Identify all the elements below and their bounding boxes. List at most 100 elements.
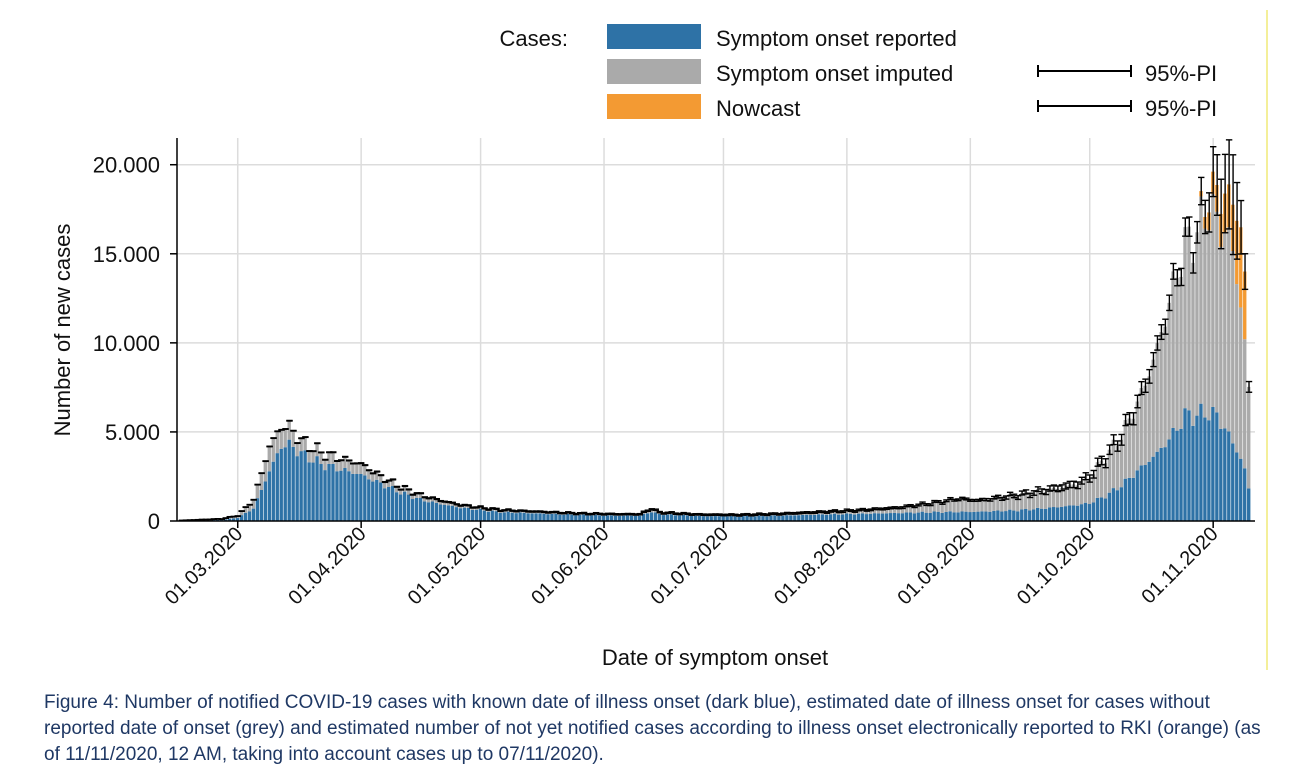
bar-reported bbox=[1012, 510, 1016, 521]
bar-reported bbox=[745, 515, 749, 521]
bar-imputed bbox=[267, 446, 271, 472]
bar-imputed bbox=[1147, 376, 1151, 462]
bar-reported bbox=[1047, 507, 1052, 521]
bar-imputed bbox=[908, 505, 912, 513]
legend: Cases: Symptom onset reported Symptom on… bbox=[500, 24, 1217, 121]
bar-reported bbox=[721, 516, 725, 521]
bar-reported bbox=[661, 515, 666, 521]
bar-imputed bbox=[1051, 487, 1056, 508]
bar-imputed bbox=[968, 500, 972, 513]
bar-imputed bbox=[876, 508, 881, 514]
bar-reported bbox=[363, 475, 367, 521]
bar-imputed bbox=[307, 451, 311, 463]
bar-reported bbox=[570, 514, 574, 521]
legend-swatch-imputed bbox=[607, 59, 701, 84]
bar-imputed bbox=[649, 509, 654, 513]
bar-reported bbox=[430, 501, 435, 521]
bar-reported bbox=[1139, 465, 1143, 521]
bar-nowcast bbox=[1243, 271, 1247, 340]
bar-reported bbox=[769, 515, 773, 521]
bar-imputed bbox=[653, 509, 658, 513]
bar-reported bbox=[924, 512, 928, 521]
bar-imputed bbox=[235, 516, 240, 519]
bar-reported bbox=[1079, 504, 1084, 521]
bar-reported bbox=[394, 492, 399, 521]
bar-imputed bbox=[470, 507, 475, 510]
bar-reported bbox=[566, 513, 570, 521]
bar-reported bbox=[267, 471, 271, 521]
bar-reported bbox=[1063, 506, 1068, 521]
bar-reported bbox=[1219, 428, 1223, 521]
bar-imputed bbox=[323, 459, 327, 471]
legend-title: Cases: bbox=[500, 26, 568, 51]
x-tick-label: 01.04.2020 bbox=[284, 523, 370, 609]
bar-reported bbox=[944, 511, 948, 521]
bar-reported bbox=[458, 508, 463, 521]
bar-imputed bbox=[1119, 439, 1123, 488]
bar-imputed bbox=[371, 473, 375, 482]
bar-reported bbox=[359, 473, 363, 521]
bar-imputed bbox=[1107, 449, 1112, 493]
bar-reported bbox=[391, 486, 395, 521]
bar-reported bbox=[291, 446, 295, 521]
bar-reported bbox=[848, 513, 853, 521]
bar-imputed bbox=[1071, 484, 1076, 506]
bar-imputed bbox=[1227, 227, 1231, 432]
bar-imputed bbox=[840, 511, 845, 515]
bar-reported bbox=[741, 516, 745, 521]
bar-reported bbox=[454, 507, 459, 521]
bar-imputed bbox=[1008, 493, 1012, 510]
bar-reported bbox=[729, 515, 733, 521]
bar-reported bbox=[765, 516, 769, 521]
bar-imputed bbox=[275, 431, 279, 454]
bar-imputed bbox=[259, 473, 264, 490]
bar-reported bbox=[295, 456, 299, 521]
bar-reported bbox=[856, 513, 861, 521]
bar-imputed bbox=[880, 509, 885, 514]
bar-imputed bbox=[920, 502, 924, 512]
bar-reported bbox=[379, 482, 383, 521]
bar-reported bbox=[562, 514, 566, 521]
bar-reported bbox=[414, 497, 419, 521]
y-tick-label: 0 bbox=[148, 509, 160, 534]
bar-reported bbox=[442, 504, 447, 521]
bar-reported bbox=[418, 498, 423, 521]
bar-imputed bbox=[960, 498, 964, 512]
bar-reported bbox=[243, 512, 248, 521]
bar-reported bbox=[315, 456, 319, 521]
bar-reported bbox=[422, 501, 427, 521]
bar-reported bbox=[852, 514, 857, 521]
x-axis-label: Date of symptom onset bbox=[602, 645, 828, 670]
bar-reported bbox=[1199, 403, 1203, 521]
bar-reported bbox=[1119, 487, 1123, 521]
bar-reported bbox=[406, 494, 411, 521]
bar-imputed bbox=[852, 511, 857, 515]
bar-imputed bbox=[398, 489, 403, 495]
y-gridlines bbox=[177, 163, 1255, 433]
bar-reported bbox=[801, 514, 805, 521]
bar-imputed bbox=[1131, 418, 1135, 478]
bar-reported bbox=[832, 513, 837, 521]
bar-imputed bbox=[1075, 485, 1080, 506]
y-tick-label: 20.000 bbox=[93, 153, 160, 178]
bar-imputed bbox=[1215, 211, 1219, 413]
bar-reported bbox=[550, 513, 554, 521]
bar-reported bbox=[470, 509, 475, 521]
bar-reported bbox=[598, 515, 602, 521]
bar-reported bbox=[1028, 510, 1032, 521]
bar-reported bbox=[554, 513, 558, 521]
bar-reported bbox=[1179, 428, 1183, 521]
x-axis-ticks: 01.03.2020 01.04.2020 01.05.2020 01.06.2020… bbox=[161, 521, 1223, 609]
bar-reported bbox=[1203, 417, 1207, 521]
bar-reported bbox=[785, 515, 789, 521]
covid-case-chart: Cases: Symptom onset reported Symptom on… bbox=[50, 24, 1255, 670]
bar-imputed bbox=[1187, 226, 1191, 411]
legend-pi-label-imputed: 95%-PI bbox=[1145, 61, 1217, 86]
bar-reported bbox=[1036, 507, 1040, 521]
bar-reported bbox=[916, 512, 920, 521]
bar-imputed bbox=[964, 498, 968, 512]
bar-imputed bbox=[251, 499, 256, 509]
bar-reported bbox=[1016, 511, 1020, 521]
bar-reported bbox=[526, 513, 530, 521]
bar-reported bbox=[1024, 508, 1028, 521]
